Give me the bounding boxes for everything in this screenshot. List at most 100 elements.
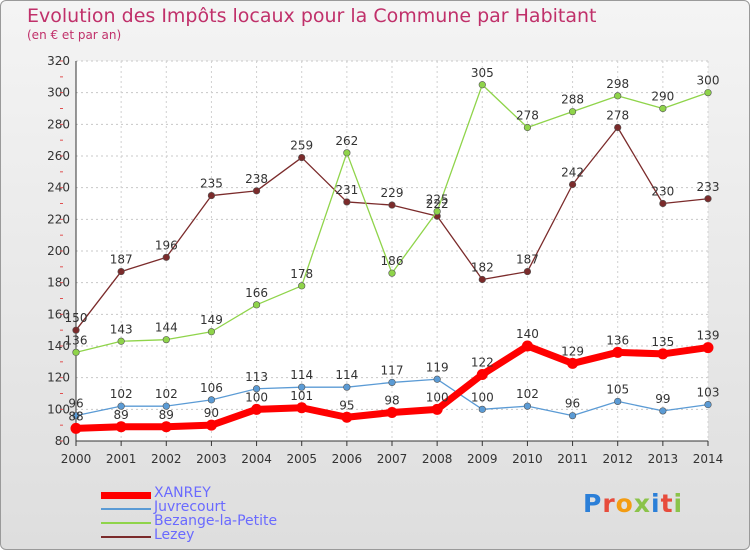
data-label: 122 bbox=[471, 356, 494, 370]
data-point bbox=[117, 402, 125, 410]
x-tick-label: 2003 bbox=[196, 452, 227, 466]
y-tick-label: 180 bbox=[47, 276, 70, 290]
legend-label: Bezange-la-Petite bbox=[154, 513, 278, 529]
y-tick-label: 140 bbox=[47, 339, 70, 353]
legend-swatch bbox=[101, 522, 151, 524]
logo-letter: i bbox=[673, 489, 684, 518]
data-point bbox=[207, 396, 216, 404]
data-label: 222 bbox=[426, 197, 449, 211]
x-tick-label: 2011 bbox=[557, 452, 588, 466]
data-label: 100 bbox=[245, 390, 268, 404]
data-point bbox=[162, 402, 170, 410]
data-label: 259 bbox=[290, 139, 313, 153]
data-point bbox=[478, 405, 486, 413]
data-point bbox=[567, 357, 579, 369]
data-point bbox=[115, 421, 127, 433]
data-label: 114 bbox=[290, 368, 313, 382]
y-tick-label: 280 bbox=[47, 117, 70, 131]
data-point bbox=[341, 411, 353, 423]
data-label: 187 bbox=[110, 253, 133, 267]
data-label: 166 bbox=[245, 286, 268, 300]
data-label: 230 bbox=[651, 185, 674, 199]
x-tick-label: 2014 bbox=[693, 452, 724, 466]
data-label: 278 bbox=[606, 109, 629, 123]
data-label: 89 bbox=[159, 408, 174, 422]
legend-label: XANREY bbox=[154, 485, 211, 501]
data-point bbox=[72, 326, 80, 334]
data-label: 187 bbox=[516, 253, 539, 267]
data-point bbox=[388, 201, 396, 209]
y-tick-label: 100 bbox=[47, 402, 70, 416]
chart-title: Evolution des Impôts locaux pour la Comm… bbox=[27, 5, 597, 27]
data-label: 290 bbox=[651, 90, 674, 104]
data-point bbox=[72, 412, 80, 420]
data-point bbox=[298, 383, 306, 391]
data-point bbox=[433, 375, 441, 383]
data-point bbox=[659, 407, 667, 415]
x-tick-label: 2010 bbox=[512, 452, 543, 466]
data-point bbox=[568, 108, 577, 116]
data-point bbox=[298, 153, 306, 162]
data-label: 90 bbox=[204, 406, 219, 420]
y-tick-label: 220 bbox=[47, 212, 70, 226]
data-label: 231 bbox=[335, 183, 358, 197]
data-point bbox=[252, 385, 261, 393]
data-point bbox=[614, 123, 622, 132]
data-label: 143 bbox=[110, 322, 133, 336]
data-point bbox=[614, 92, 622, 100]
x-tick-label: 2004 bbox=[241, 452, 272, 466]
data-point bbox=[117, 267, 125, 276]
data-point bbox=[205, 419, 217, 431]
data-point bbox=[117, 337, 125, 345]
data-point bbox=[523, 402, 532, 410]
data-point bbox=[614, 397, 622, 406]
data-point bbox=[659, 199, 667, 208]
data-point bbox=[343, 383, 351, 391]
x-tick-label: 2013 bbox=[648, 452, 679, 466]
data-point bbox=[72, 348, 80, 356]
data-label: 105 bbox=[606, 382, 629, 396]
y-tick-label: 200 bbox=[47, 244, 70, 258]
data-label: 106 bbox=[200, 381, 223, 395]
data-label: 100 bbox=[471, 390, 494, 404]
data-point bbox=[162, 253, 170, 261]
data-label: 235 bbox=[200, 177, 223, 191]
data-point bbox=[523, 123, 532, 132]
data-label: 99 bbox=[655, 392, 670, 406]
x-tick-label: 2007 bbox=[377, 452, 408, 466]
data-point bbox=[431, 403, 443, 415]
data-label: 102 bbox=[516, 387, 539, 401]
data-label: 100 bbox=[426, 390, 449, 404]
data-label: 96 bbox=[68, 397, 83, 411]
data-label: 305 bbox=[471, 66, 494, 80]
y-tick-label: 160 bbox=[47, 307, 70, 321]
x-tick-label: 2008 bbox=[422, 452, 453, 466]
data-label: 300 bbox=[697, 74, 720, 88]
data-label: 225 bbox=[426, 192, 449, 206]
data-label: 89 bbox=[114, 408, 129, 422]
data-label: 114 bbox=[335, 368, 358, 382]
x-tick-label: 2005 bbox=[286, 452, 317, 466]
data-point bbox=[521, 340, 533, 352]
data-label: 229 bbox=[381, 186, 404, 200]
data-label: 242 bbox=[561, 166, 584, 180]
data-point bbox=[476, 369, 488, 380]
data-point bbox=[704, 89, 712, 97]
data-point bbox=[252, 301, 261, 309]
data-point bbox=[388, 269, 396, 277]
data-label: 98 bbox=[384, 394, 399, 408]
data-label: 119 bbox=[426, 360, 449, 374]
x-tick-label: 2000 bbox=[61, 452, 92, 466]
logo-letter: o bbox=[615, 489, 634, 518]
data-label: 144 bbox=[155, 321, 178, 335]
legend-label: Juvrecourt bbox=[154, 499, 226, 515]
data-label: 186 bbox=[381, 254, 404, 268]
data-label: 136 bbox=[606, 333, 629, 347]
data-point bbox=[251, 403, 263, 415]
data-label: 278 bbox=[516, 109, 539, 123]
data-label: 182 bbox=[471, 261, 494, 275]
data-point bbox=[433, 207, 441, 216]
data-point bbox=[657, 348, 669, 360]
data-point bbox=[207, 191, 216, 200]
